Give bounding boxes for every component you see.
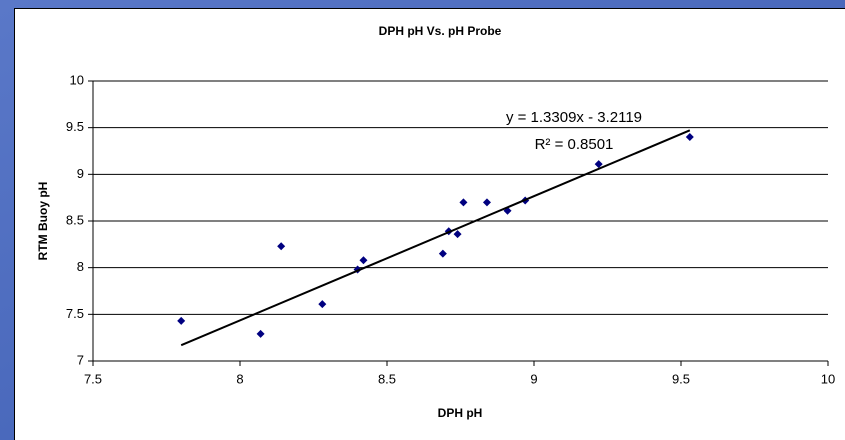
y-tick-label: 10 bbox=[70, 72, 84, 87]
y-tick-label: 9 bbox=[77, 166, 84, 181]
trendline-equation: y = 1.3309x - 3.2119 bbox=[506, 109, 642, 126]
chart-area bbox=[14, 8, 845, 440]
data-point bbox=[177, 316, 186, 325]
x-tick-label: 10 bbox=[821, 371, 835, 386]
x-tick-label: 8 bbox=[236, 371, 243, 386]
equation-box bbox=[490, 107, 658, 127]
r-squared-box bbox=[528, 134, 620, 154]
data-point bbox=[594, 160, 603, 169]
x-tick-label: 8.5 bbox=[378, 371, 396, 386]
data-point bbox=[277, 242, 286, 251]
x-tick-label: 9 bbox=[530, 371, 537, 386]
x-tick-label: 9.5 bbox=[672, 371, 690, 386]
y-tick-label: 9.5 bbox=[66, 119, 84, 134]
data-point bbox=[256, 329, 265, 338]
r-squared: R² = 0.8501 bbox=[535, 136, 614, 153]
trendline bbox=[180, 129, 691, 347]
y-tick-label: 7 bbox=[77, 352, 84, 367]
y-tick-label: 7.5 bbox=[66, 306, 84, 321]
x-axis-title: DPH pH bbox=[438, 406, 483, 420]
data-point bbox=[453, 230, 462, 239]
data-point bbox=[359, 256, 368, 265]
y-axis-title: RTM Buoy pH bbox=[36, 182, 50, 261]
data-point bbox=[482, 198, 491, 207]
y-tick-label: 8 bbox=[77, 259, 84, 274]
data-point bbox=[685, 133, 694, 141]
data-point bbox=[438, 249, 447, 258]
data-point bbox=[318, 300, 327, 309]
data-point bbox=[459, 198, 468, 207]
chart-title: DPH pH Vs. pH Probe bbox=[379, 24, 502, 38]
x-tick-label: 7.5 bbox=[84, 371, 102, 386]
y-tick-label: 8.5 bbox=[66, 212, 84, 227]
